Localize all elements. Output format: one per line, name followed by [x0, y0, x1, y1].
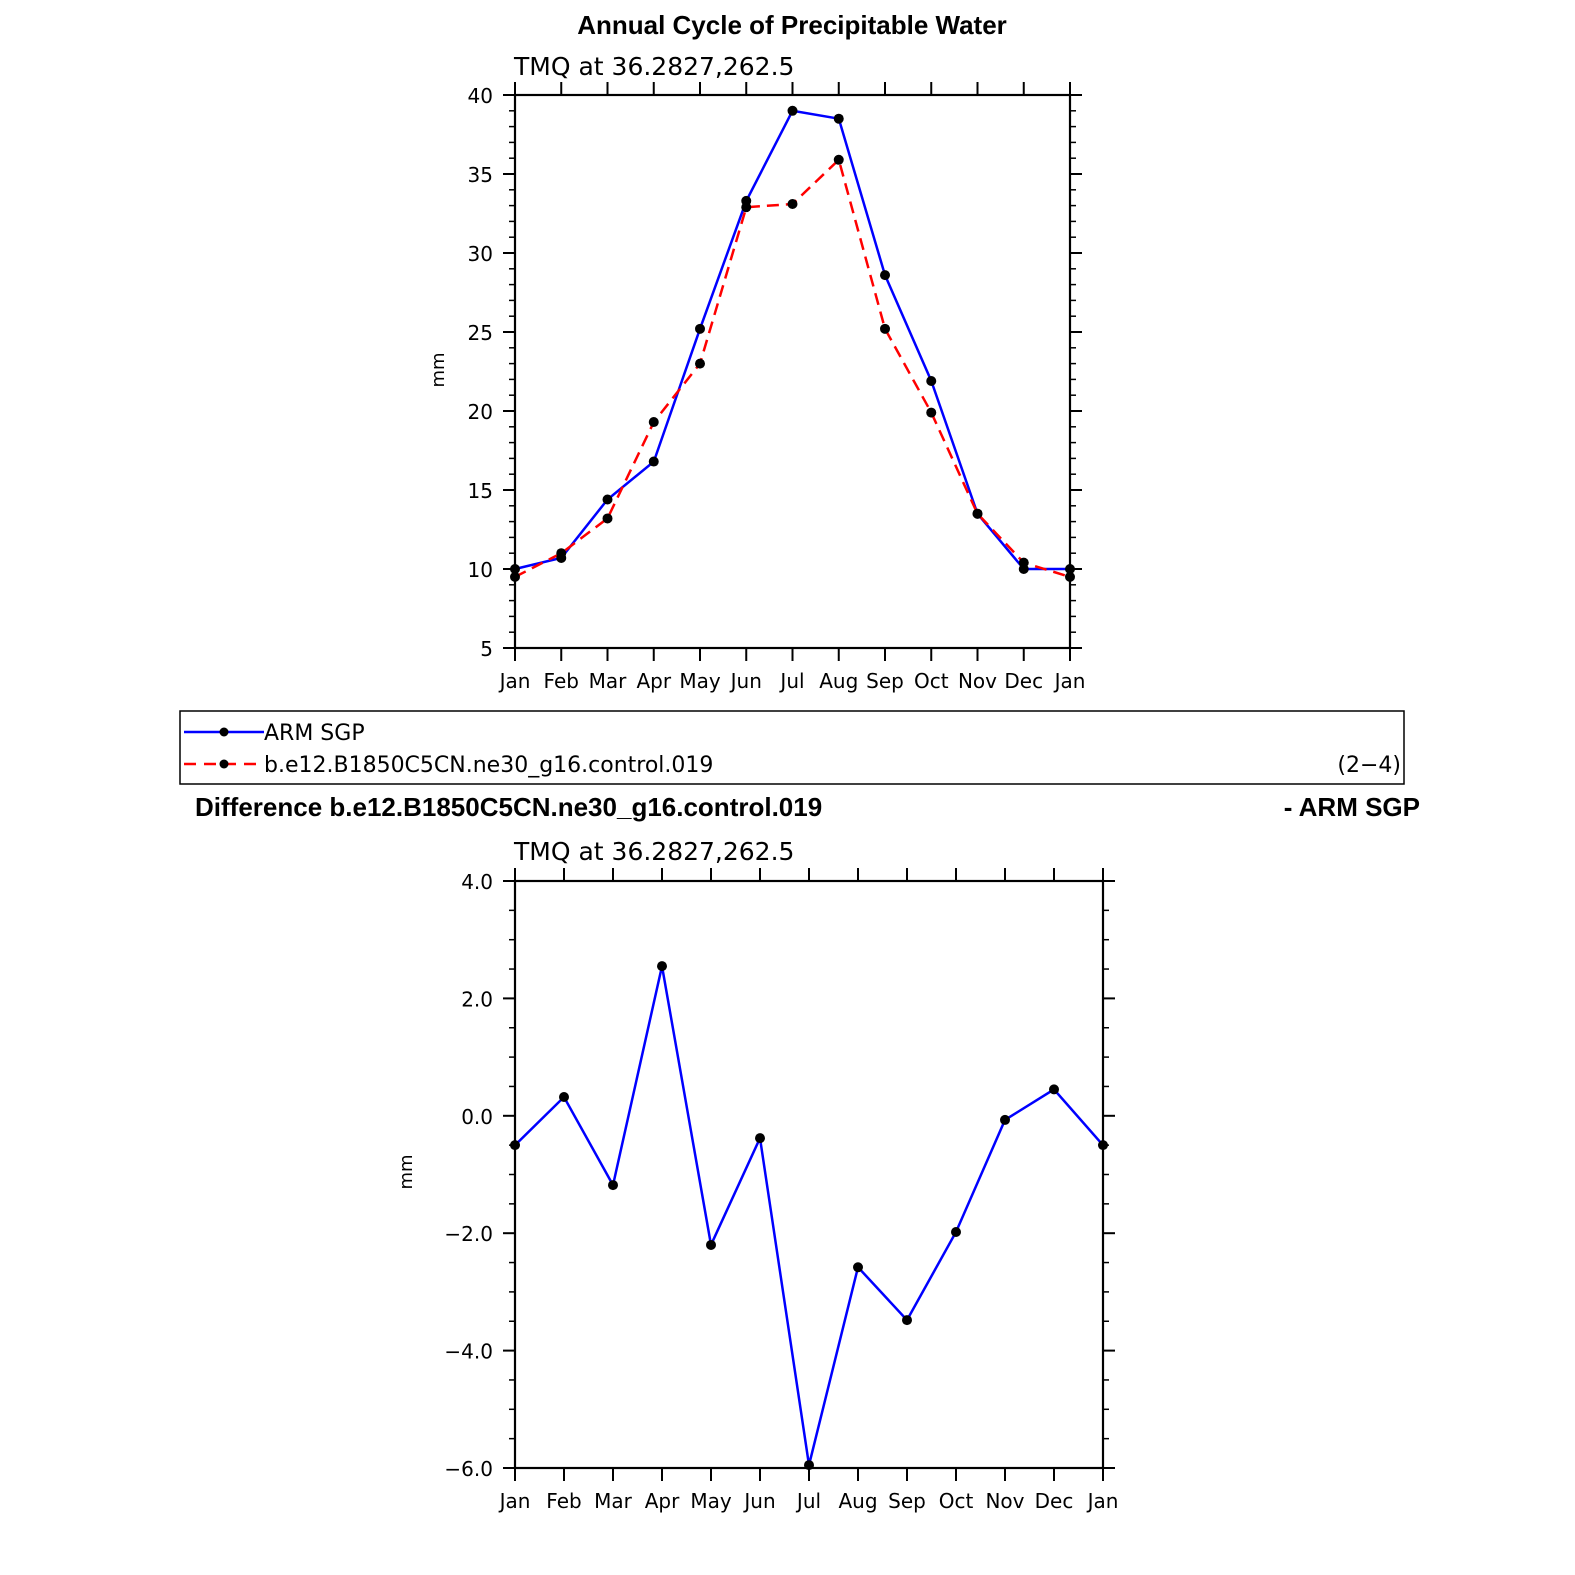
legend-label-arm: ARM SGP [264, 721, 365, 746]
top-ytick-label: 40 [468, 84, 493, 108]
top-series-1-point [833, 154, 844, 165]
bottom-series-0-point [657, 961, 667, 972]
bottom-series-0-point [853, 1262, 863, 1273]
bottom-series-0-point [510, 1140, 520, 1151]
bottom-ytick-label: −2.0 [444, 1222, 493, 1246]
bottom-series-0-point [1000, 1114, 1010, 1125]
bottom-xtick-label: May [690, 1489, 732, 1513]
bottom-series-0-point [1098, 1140, 1108, 1151]
bottom-xtick-label: Jan [498, 1489, 531, 1513]
top-xtick-label: Apr [636, 669, 671, 693]
top-xtick-label: Mar [589, 669, 628, 693]
top-series-1-point [1018, 557, 1029, 568]
bottom-xtick-label: Oct [939, 1489, 974, 1513]
top-xtick-label: Nov [958, 669, 997, 693]
top-series-1-point [880, 323, 890, 334]
top-xtick-label: Jun [729, 669, 762, 693]
bottom-series-0-point [1049, 1084, 1059, 1095]
top-series-0-point [833, 113, 844, 124]
bottom-series-0-point [755, 1133, 765, 1144]
bottom-ytick-label: 2.0 [461, 987, 493, 1011]
top-ytick-label: 35 [468, 163, 493, 187]
top-series-0-point [880, 270, 890, 281]
top-series-0-point [510, 564, 520, 574]
top-series-0-point [695, 323, 705, 334]
top-ytick-label: 10 [468, 558, 493, 582]
top-xtick-label: Oct [914, 669, 949, 693]
bottom-plot-frame [513, 879, 1105, 1470]
bottom-chart-title-left: Difference b.e12.B1850C5CN.ne30_g16.cont… [195, 792, 822, 822]
bottom-xtick-label: Jan [1086, 1489, 1119, 1513]
bottom-chart-plot: −6.0 −4.0 −2.0 0.0 2.0 4.0 Jan Feb Mar Apr May Jun J… [444, 868, 1118, 1513]
legend-marker-arm [219, 727, 229, 737]
top-xtick-label: Sep [866, 669, 904, 693]
bottom-xtick-label: Feb [546, 1489, 581, 1513]
top-series-1-point [695, 358, 705, 369]
top-ytick-label: 20 [468, 400, 493, 424]
top-series-1-point [556, 548, 567, 559]
bottom-ytick-label: 4.0 [461, 870, 493, 894]
legend-label-model: b.e12.B1850C5CN.ne30_g16.control.019 [264, 753, 713, 778]
top-xtick-label: May [679, 669, 721, 693]
top-series-0-point [1065, 564, 1075, 574]
bottom-ytick-label: −6.0 [444, 1457, 493, 1481]
top-series-line-1 [514, 157, 1071, 579]
bottom-series-0-point [559, 1092, 569, 1103]
bottom-ytick-label: 0.0 [461, 1105, 493, 1129]
bottom-chart-subtitle: TMQ at 36.2827,262.5 [513, 837, 794, 866]
top-chart-ylabel: mm [428, 352, 449, 387]
top-series-1-point [787, 199, 798, 210]
bottom-xtick-label: Apr [645, 1489, 680, 1513]
top-xtick-label: Aug [819, 669, 858, 693]
top-ytick-label: 5 [480, 637, 493, 661]
top-ytick-label: 25 [468, 321, 493, 345]
top-xtick-label: Dec [1004, 669, 1043, 693]
top-series-1-point [510, 571, 520, 582]
bottom-series-0-point [804, 1460, 814, 1471]
bottom-series-line-0 [514, 965, 1104, 1466]
bottom-series-0-point [706, 1239, 716, 1250]
bottom-chart-ylabel: mm [396, 1154, 417, 1189]
top-ytick-label: 15 [468, 479, 493, 503]
top-xtick-label: Jul [778, 669, 804, 693]
bottom-chart-title-right: - ARM SGP [1284, 792, 1420, 822]
top-chart-plot: 5 10 15 20 25 30 35 40 Jan Feb Mar Apr May Jun Jul Aug S… [468, 82, 1086, 693]
top-chart-title: Annual Cycle of Precipitable Water [577, 10, 1007, 40]
top-series-1-point [972, 508, 983, 519]
top-series-0-point [602, 494, 613, 505]
top-xtick-label: Jan [498, 669, 531, 693]
top-series-0-point [787, 105, 798, 116]
bottom-series-0-point [608, 1180, 618, 1191]
bottom-xtick-label: Nov [985, 1489, 1024, 1513]
legend: ARM SGP b.e12.B1850C5CN.ne30_g16.control… [179, 710, 1405, 785]
top-series-0-point [648, 456, 659, 467]
bottom-series-0-point [902, 1315, 912, 1326]
bottom-xtick-label: Aug [838, 1489, 877, 1513]
bottom-xtick-label: Mar [594, 1489, 633, 1513]
top-series-1-point [648, 417, 659, 428]
top-series-0-point [926, 375, 937, 386]
top-series-1-point [1065, 571, 1075, 582]
top-series-1-point [741, 202, 752, 213]
top-series-line-0 [514, 109, 1070, 571]
page-label: (2−4) [1337, 753, 1401, 778]
legend-marker-model [219, 759, 229, 769]
top-ytick-label: 30 [468, 242, 493, 266]
bottom-series-0-point [951, 1227, 961, 1238]
top-series-1-point [926, 407, 937, 418]
bottom-xtick-label: Jul [795, 1489, 821, 1513]
legend-box [179, 710, 1405, 785]
bottom-xtick-label: Sep [888, 1489, 926, 1513]
bottom-ytick-label: −4.0 [444, 1340, 493, 1364]
top-xtick-label: Feb [544, 669, 579, 693]
top-xtick-label: Jan [1053, 669, 1086, 693]
top-chart-subtitle: TMQ at 36.2827,262.5 [513, 52, 794, 81]
bottom-xtick-label: Jun [742, 1489, 775, 1513]
top-plot-frame [513, 93, 1072, 650]
bottom-xtick-label: Dec [1035, 1489, 1074, 1513]
top-series-1-point [602, 513, 613, 524]
